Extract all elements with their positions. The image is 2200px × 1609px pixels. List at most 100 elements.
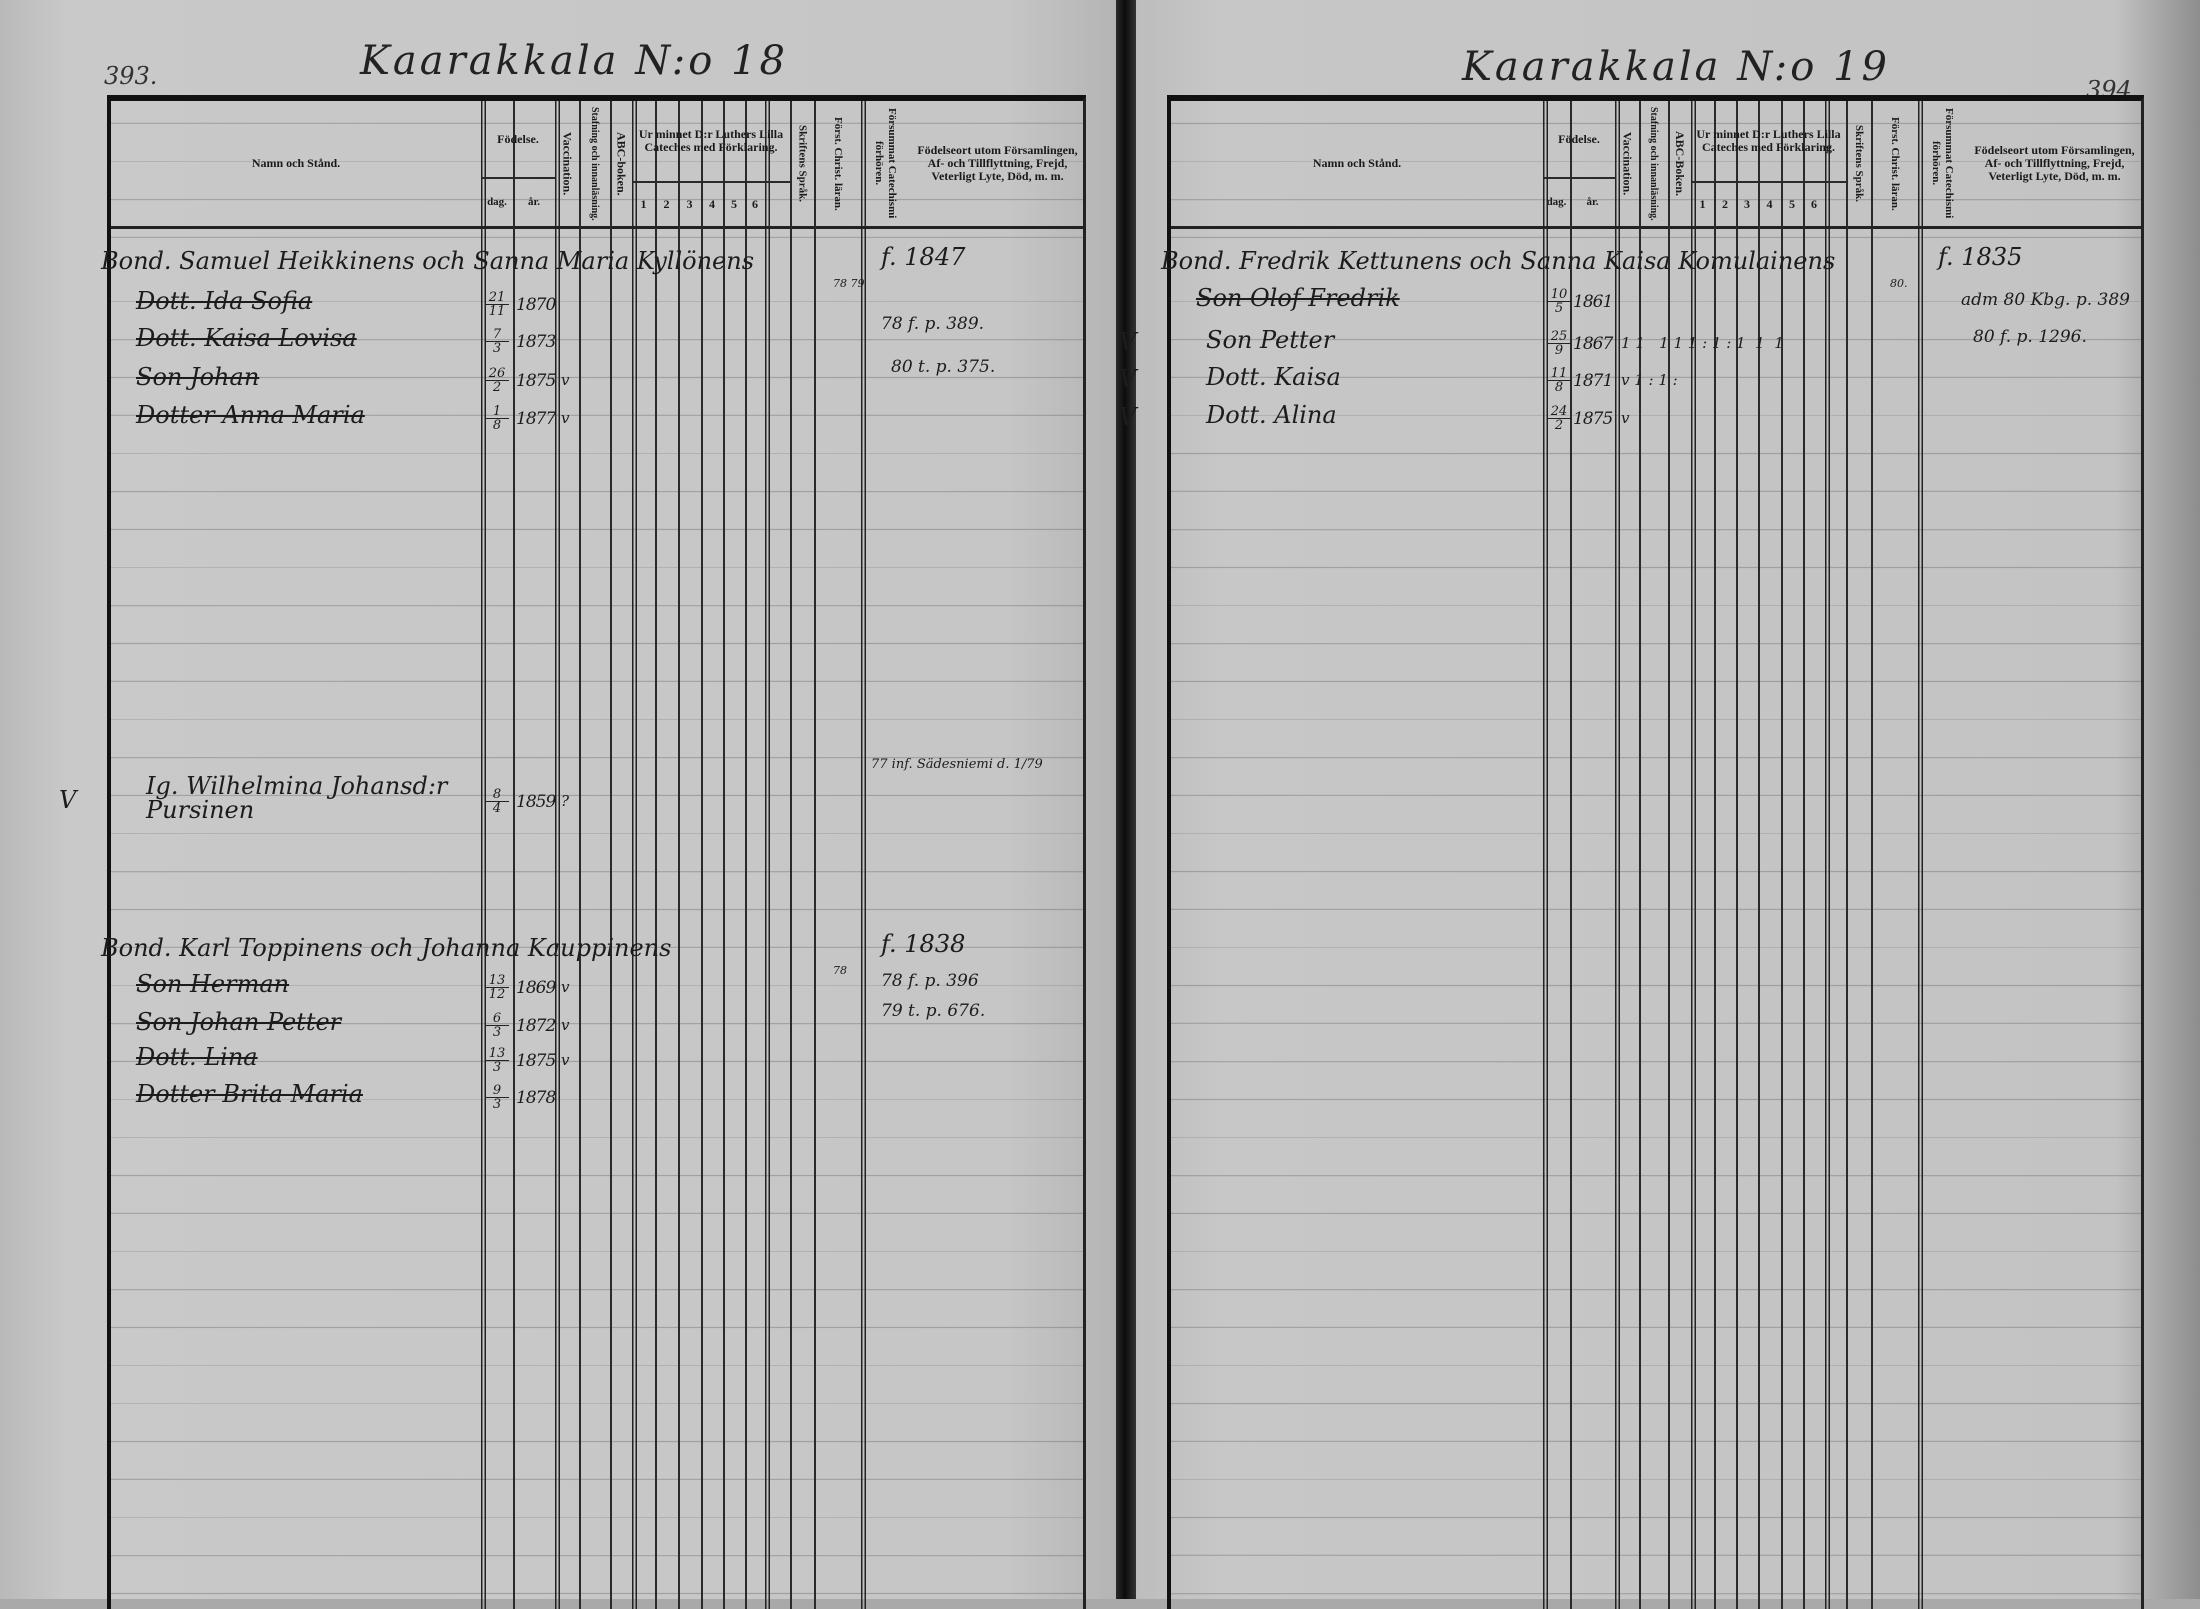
header-catechism-part: 1 (640, 197, 647, 211)
birth-day: 1 (492, 404, 502, 419)
header-scripture: Skriftens Språk. (1853, 124, 1865, 203)
birth-year: 1875 (516, 1051, 556, 1071)
column-rule (1615, 101, 1620, 1609)
header-scripture: Skriftens Språk. (796, 124, 809, 203)
member-name: Ig. Wilhelmina Johansd:r Pursinen (146, 772, 448, 824)
header-catechism-part: 2 (663, 197, 670, 211)
birth-year-note: f. 1838 (881, 930, 966, 958)
birth-month: 3 (485, 1060, 509, 1074)
birth-month: 8 (485, 418, 509, 432)
birth-year: 1873 (516, 332, 556, 352)
header-missed: Försummat Catechismi förhören. (873, 108, 898, 219)
header-catechism-part: 4 (709, 197, 715, 211)
birth-day-month: 24 2 (1547, 405, 1571, 432)
header-year: år. (527, 196, 541, 208)
header-missed: Försummat Catechismi förhören. (1930, 108, 1955, 219)
header-subdivider (1691, 181, 1846, 183)
column-rule (814, 101, 816, 1609)
header-birth: Födelse. (1558, 131, 1600, 146)
birth-day-month: 10 5 (1547, 288, 1571, 315)
birth-day: 13 (488, 1046, 506, 1061)
column-rule (1714, 101, 1716, 1609)
margin-mark: 80. (1890, 277, 1908, 290)
member-name: Dott. Alina (1206, 401, 1337, 429)
column-rule (1570, 101, 1572, 1609)
header-catechism-part: 5 (731, 197, 737, 211)
header-christian: Först. Christ. läran. (832, 116, 844, 211)
column-rule (555, 101, 560, 1609)
header-catechism: Ur minnet D:r Luthers Lilla Cateches med… (1696, 127, 1841, 154)
header-catechism-part: 3 (1744, 197, 1750, 211)
check-mark: V (1119, 328, 1137, 356)
birth-day: 8 (492, 787, 502, 802)
register-entry: Dott. Kaisa Lovisa 7 3 1873 (111, 326, 1083, 360)
birth-day-month: 26 2 (485, 367, 509, 394)
column-rule (1668, 101, 1670, 1609)
birth-month: 2 (1547, 418, 1571, 432)
header-catechism: Ur minnet D:r Luthers Lilla Cateches med… (638, 127, 784, 154)
header-notes: Födelseort utom Församlingen, Af- och Ti… (917, 143, 1078, 183)
register-entry: Dotter Brita Maria 9 3 1878 (111, 1082, 1083, 1116)
birth-year-note: f. 1835 (1938, 243, 2023, 271)
birth-year: 1867 (1573, 334, 1613, 354)
header-notes: Födelseort utom Församlingen, Af- och Ti… (1974, 143, 2135, 183)
check-mark: V (59, 786, 77, 814)
column-rule (1803, 101, 1805, 1609)
member-name: Dotter Brita Maria (136, 1080, 363, 1108)
birth-year: 1869 (516, 978, 556, 998)
birth-month: 11 (485, 304, 509, 318)
register-entry: Son Johan Petter 6 3 1872 v (111, 1010, 1083, 1044)
header-name: Namn och Stånd. (251, 156, 341, 170)
header-catechism-part: 6 (1811, 197, 1817, 211)
column-rule (723, 101, 725, 1609)
column-rule (1918, 101, 1923, 1609)
column-rule (765, 101, 770, 1609)
column-rule (1691, 101, 1696, 1609)
column-rule (1781, 101, 1783, 1609)
register-entry: Son Johan 26 2 1875 v (111, 365, 1083, 399)
birth-month: 3 (485, 1097, 509, 1111)
header-birth: Födelse. (497, 131, 539, 146)
page-title: Kaarakkala N:o 19 (1462, 44, 1890, 90)
birth-day-month: 13 3 (485, 1047, 509, 1074)
household-head-name: Bond. Samuel Heikkinens och Sanna Maria … (101, 247, 755, 275)
column-rule (1825, 101, 1830, 1609)
register-entry: V Son Petter 25 9 1867 1 1 1 1 1 : 1 : 1 1 1 (1119, 326, 2141, 362)
header-name: Namn och Stånd. (1312, 156, 1402, 170)
note-text: adm 80 Kbg. p. 389 (1961, 290, 2130, 310)
member-name: Son Petter (1206, 326, 1335, 354)
register-entry: V Dott. Kaisa 11 8 1871 v 1 : 1 : (1119, 365, 2141, 399)
birth-month: 2 (485, 380, 509, 394)
birth-day-month: 25 9 (1547, 330, 1571, 357)
column-rule (678, 101, 680, 1609)
birth-month: 4 (485, 801, 509, 815)
birth-month: 3 (485, 1025, 509, 1039)
birth-year: 1872 (516, 1016, 556, 1036)
header-abc: ABC-Boken. (1673, 130, 1687, 196)
birth-day: 11 (1550, 366, 1568, 381)
register-entry: Dotter Anna Maria 1 8 1877 v (111, 403, 1083, 437)
register-table: Namn och Stånd. Födelse. dag. år. Vaccinatio… (59, 95, 1086, 1609)
progress-marks: v (561, 371, 570, 389)
birth-day: 21 (488, 290, 506, 305)
header-divider (1171, 226, 2141, 229)
register-entry: Son Olof Fredrik 10 5 1861 (1171, 286, 2141, 320)
book-spine (1116, 0, 1138, 1599)
register-entry: Son Herman 13 12 1869 v (111, 972, 1083, 1006)
note-text: 80 f. p. 1296. (1973, 327, 2087, 347)
column-rule (632, 101, 637, 1609)
column-rule (1543, 101, 1548, 1609)
birth-day-month: 13 12 (485, 974, 509, 1001)
register-entry: V Ig. Wilhelmina Johansd:r Pursinen 8 4 1859… (59, 774, 1083, 822)
birth-month: 12 (485, 987, 509, 1001)
birth-month: 5 (1547, 301, 1571, 315)
column-rule (745, 101, 747, 1609)
progress-marks: v (1621, 409, 1630, 427)
birth-day: 26 (488, 366, 506, 381)
header-year: år. (1586, 196, 1599, 208)
header-divider (111, 226, 1083, 229)
